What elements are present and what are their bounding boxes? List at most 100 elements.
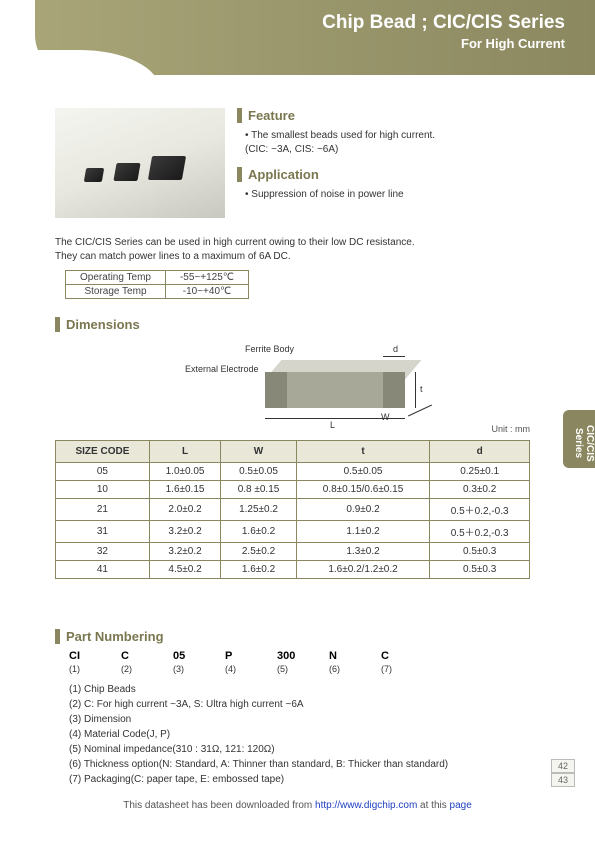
table-row: Operating Temp -55~+125℃: [66, 271, 249, 285]
pn-codes-row: CIC05P300NC: [69, 650, 530, 662]
pn-index: (7): [381, 664, 405, 674]
pn-index: (3): [173, 664, 197, 674]
table-cell: 0.5±0.05: [296, 463, 430, 481]
table-cell: 0.25±0.1: [430, 463, 530, 481]
footer-link-domain[interactable]: http://www.digchip.com: [315, 800, 417, 811]
table-cell: 0.5＋0.2,-0.3: [430, 499, 530, 521]
table-cell: 2.5±0.2: [221, 543, 297, 561]
table-cell: 1.6±0.2: [221, 521, 297, 543]
pn-desc-line: (6) Thickness option(N: Standard, A: Thi…: [69, 757, 530, 772]
chip-icon: [84, 168, 104, 182]
temperature-table: Operating Temp -55~+125℃ Storage Temp -1…: [65, 270, 249, 299]
electrode-left: [265, 372, 287, 408]
temp-label: Operating Temp: [66, 271, 166, 285]
table-cell: 1.25±0.2: [221, 499, 297, 521]
table-cell: 1.0±0.05: [149, 463, 220, 481]
temp-value: -55~+125℃: [165, 271, 248, 285]
electrode-right: [383, 372, 405, 408]
dim-arrow-W: [408, 405, 432, 417]
page-title: Chip Bead ; CIC/CIS Series: [35, 12, 565, 34]
page-number-tabs: 42 43: [551, 759, 575, 787]
chip-diagram: [265, 372, 405, 414]
dim-W: W: [381, 412, 390, 422]
table-cell: 41: [56, 561, 150, 579]
table-cell: 0.5±0.05: [221, 463, 297, 481]
pn-desc-line: (4) Material Code(J, P): [69, 727, 530, 742]
side-sections: Feature • The smallest beads used for hi…: [237, 108, 530, 218]
footer: This datasheet has been downloaded from …: [0, 800, 595, 811]
pn-desc-line: (5) Nominal impedance(310 : 31Ω, 121: 12…: [69, 742, 530, 757]
application-text: • Suppression of noise in power line: [245, 188, 530, 202]
temp-label: Storage Temp: [66, 285, 166, 299]
side-tab: CIC/CIS Series: [563, 410, 595, 468]
pn-description: (1) Chip Beads(2) C: For high current ~3…: [69, 682, 530, 787]
table-row: 313.2±0.21.6±0.21.1±0.20.5＋0.2,-0.3: [56, 521, 530, 543]
col-W: W: [221, 441, 297, 463]
chip-front-face: [265, 372, 405, 408]
col-d: d: [430, 441, 530, 463]
pn-code: 300: [277, 650, 301, 662]
dim-t: t: [420, 384, 423, 394]
dimensions-table: SIZE CODE L W t d 051.0±0.050.5±0.050.5±…: [55, 440, 530, 579]
pn-index: (4): [225, 664, 249, 674]
table-cell: 0.8 ±0.15: [221, 481, 297, 499]
col-L: L: [149, 441, 220, 463]
table-header-row: SIZE CODE L W t d: [56, 441, 530, 463]
table-row: 051.0±0.050.5±0.050.5±0.050.25±0.1: [56, 463, 530, 481]
dimension-diagram: Ferrite Body External Electrode L W t d …: [55, 342, 530, 432]
feature-line1: • The smallest beads used for high curre…: [245, 130, 435, 141]
col-t: t: [296, 441, 430, 463]
pn-code: 05: [173, 650, 197, 662]
table-cell: 31: [56, 521, 150, 543]
dimensions-section: Dimensions Ferrite Body External Electro…: [55, 317, 530, 579]
page-tab: 43: [551, 773, 575, 787]
pn-desc-line: (1) Chip Beads: [69, 682, 530, 697]
pn-desc-line: (3) Dimension: [69, 712, 530, 727]
table-cell: 3.2±0.2: [149, 543, 220, 561]
col-sizecode: SIZE CODE: [56, 441, 150, 463]
application-heading: Application: [237, 167, 530, 182]
table-cell: 0.5±0.3: [430, 543, 530, 561]
pn-code: N: [329, 650, 353, 662]
table-cell: 21: [56, 499, 150, 521]
table-cell: 0.5＋0.2,-0.3: [430, 521, 530, 543]
page-tab: 42: [551, 759, 575, 773]
table-cell: 10: [56, 481, 150, 499]
intro-line2: They can match power lines to a maximum …: [55, 251, 291, 262]
pn-desc-line: (2) C: For high current ~3A, S: Ultra hi…: [69, 697, 530, 712]
feature-heading: Feature: [237, 108, 530, 123]
table-row: 101.6±0.150.8 ±0.150.8±0.15/0.6±0.150.3±…: [56, 481, 530, 499]
table-cell: 1.6±0.2: [221, 561, 297, 579]
pn-desc-line: (7) Packaging(C: paper tape, E: embossed…: [69, 772, 530, 787]
dim-d: d: [393, 344, 398, 354]
temp-value: -10~+40℃: [165, 285, 248, 299]
table-cell: 1.3±0.2: [296, 543, 430, 561]
table-cell: 1.6±0.2/1.2±0.2: [296, 561, 430, 579]
chip-icon: [113, 163, 140, 181]
table-cell: 0.8±0.15/0.6±0.15: [296, 481, 430, 499]
pn-indices-row: (1)(2)(3)(4)(5)(6)(7): [69, 664, 530, 674]
feature-line2: (CIC: ~3A, CIS: ~6A): [245, 144, 338, 155]
footer-link-page[interactable]: page: [450, 800, 472, 811]
unit-label: Unit : mm: [491, 424, 530, 434]
pn-index: (1): [69, 664, 93, 674]
table-cell: 0.3±0.2: [430, 481, 530, 499]
table-row: 414.5±0.21.6±0.21.6±0.2/1.2±0.20.5±0.3: [56, 561, 530, 579]
page-subtitle: For High Current: [35, 36, 565, 51]
ferrite-label: Ferrite Body: [245, 344, 294, 354]
table-cell: 0.9±0.2: [296, 499, 430, 521]
pn-code: C: [121, 650, 145, 662]
feature-text: • The smallest beads used for high curre…: [245, 129, 530, 157]
footer-mid: at this: [417, 800, 449, 811]
table-cell: 2.0±0.2: [149, 499, 220, 521]
content-area: Feature • The smallest beads used for hi…: [55, 108, 530, 787]
table-cell: 1.6±0.15: [149, 481, 220, 499]
table-cell: 0.5±0.3: [430, 561, 530, 579]
top-row: Feature • The smallest beads used for hi…: [55, 108, 530, 218]
electrode-label: External Electrode: [185, 364, 259, 374]
dim-L: L: [330, 420, 335, 430]
dim-arrow-t: [415, 372, 416, 408]
part-numbering-heading: Part Numbering: [55, 629, 530, 644]
pn-code: P: [225, 650, 249, 662]
table-cell: 3.2±0.2: [149, 521, 220, 543]
